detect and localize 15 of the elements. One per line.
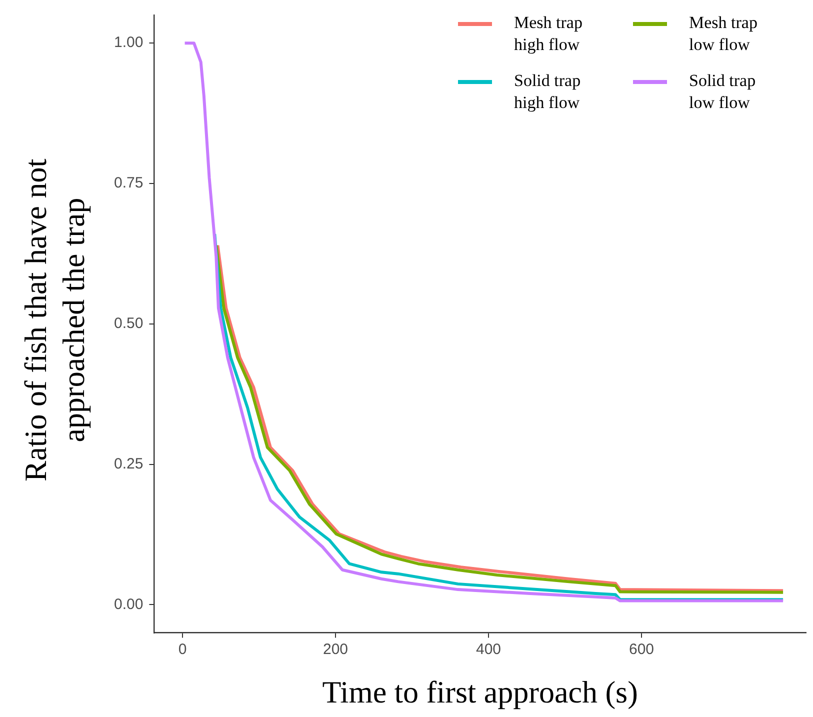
x-tick-label: 0 — [178, 640, 187, 658]
x-axis-title: Time to first approach (s) — [322, 674, 638, 710]
legend-label: Solid trap high flow — [514, 70, 582, 114]
x-tick-label: 600 — [629, 640, 654, 658]
legend-label: Mesh trap high flow — [514, 12, 584, 56]
x-tick-label: 400 — [476, 640, 502, 658]
y-tick-label: 0.50 — [114, 315, 144, 332]
y-tick-label: 1.00 — [114, 34, 144, 52]
y-tick-label: 0.00 — [114, 596, 144, 613]
y-tick-label: 0.75 — [114, 174, 144, 192]
legend-label: Mesh trap low flow — [689, 12, 758, 56]
y-tick-label: 0.25 — [114, 455, 144, 472]
y-axis-title: Ratio of fish that have not approached the trap — [17, 158, 92, 484]
x-tick-label: 200 — [322, 640, 348, 658]
legend-label: Solid trap low flow — [689, 70, 757, 114]
